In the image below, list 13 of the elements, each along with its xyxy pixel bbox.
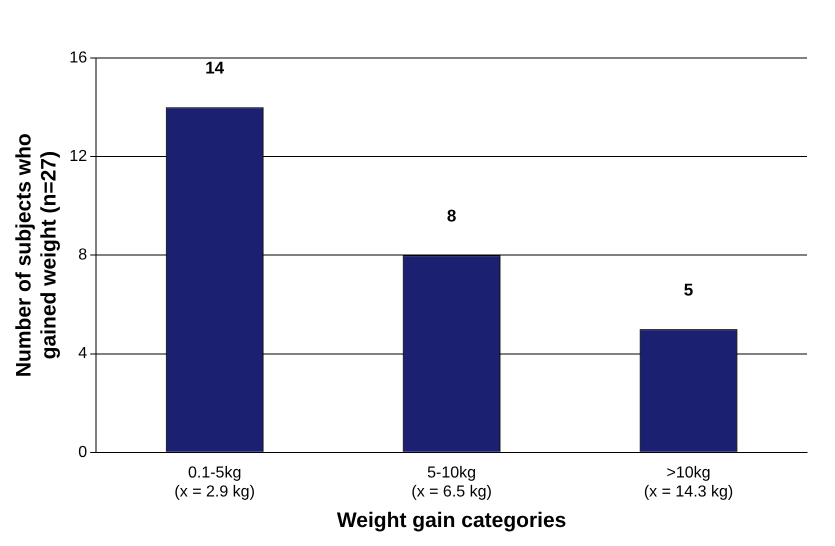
data-label: 8 <box>446 206 456 226</box>
x-axis-title: Weight gain categories <box>336 509 566 532</box>
y-tick-label: 0 <box>78 444 88 461</box>
data-label: 5 <box>684 280 694 300</box>
x-tick-label: 0.1-5kg (x = 2.9 kg) <box>174 464 255 501</box>
y-tick-label: 12 <box>69 148 88 166</box>
y-tick-label: 8 <box>78 246 88 264</box>
x-tick-label: 5-10kg (x = 6.5 kg) <box>411 464 492 501</box>
y-tick-label: 4 <box>78 345 88 362</box>
y-tick-label: 16 <box>69 49 88 66</box>
x-tick-label: >10kg (x = 14.3 kg) <box>644 464 734 501</box>
y-axis-title: Number of subjects who gained weight (n=27) <box>12 133 61 378</box>
data-label: 14 <box>205 58 225 78</box>
